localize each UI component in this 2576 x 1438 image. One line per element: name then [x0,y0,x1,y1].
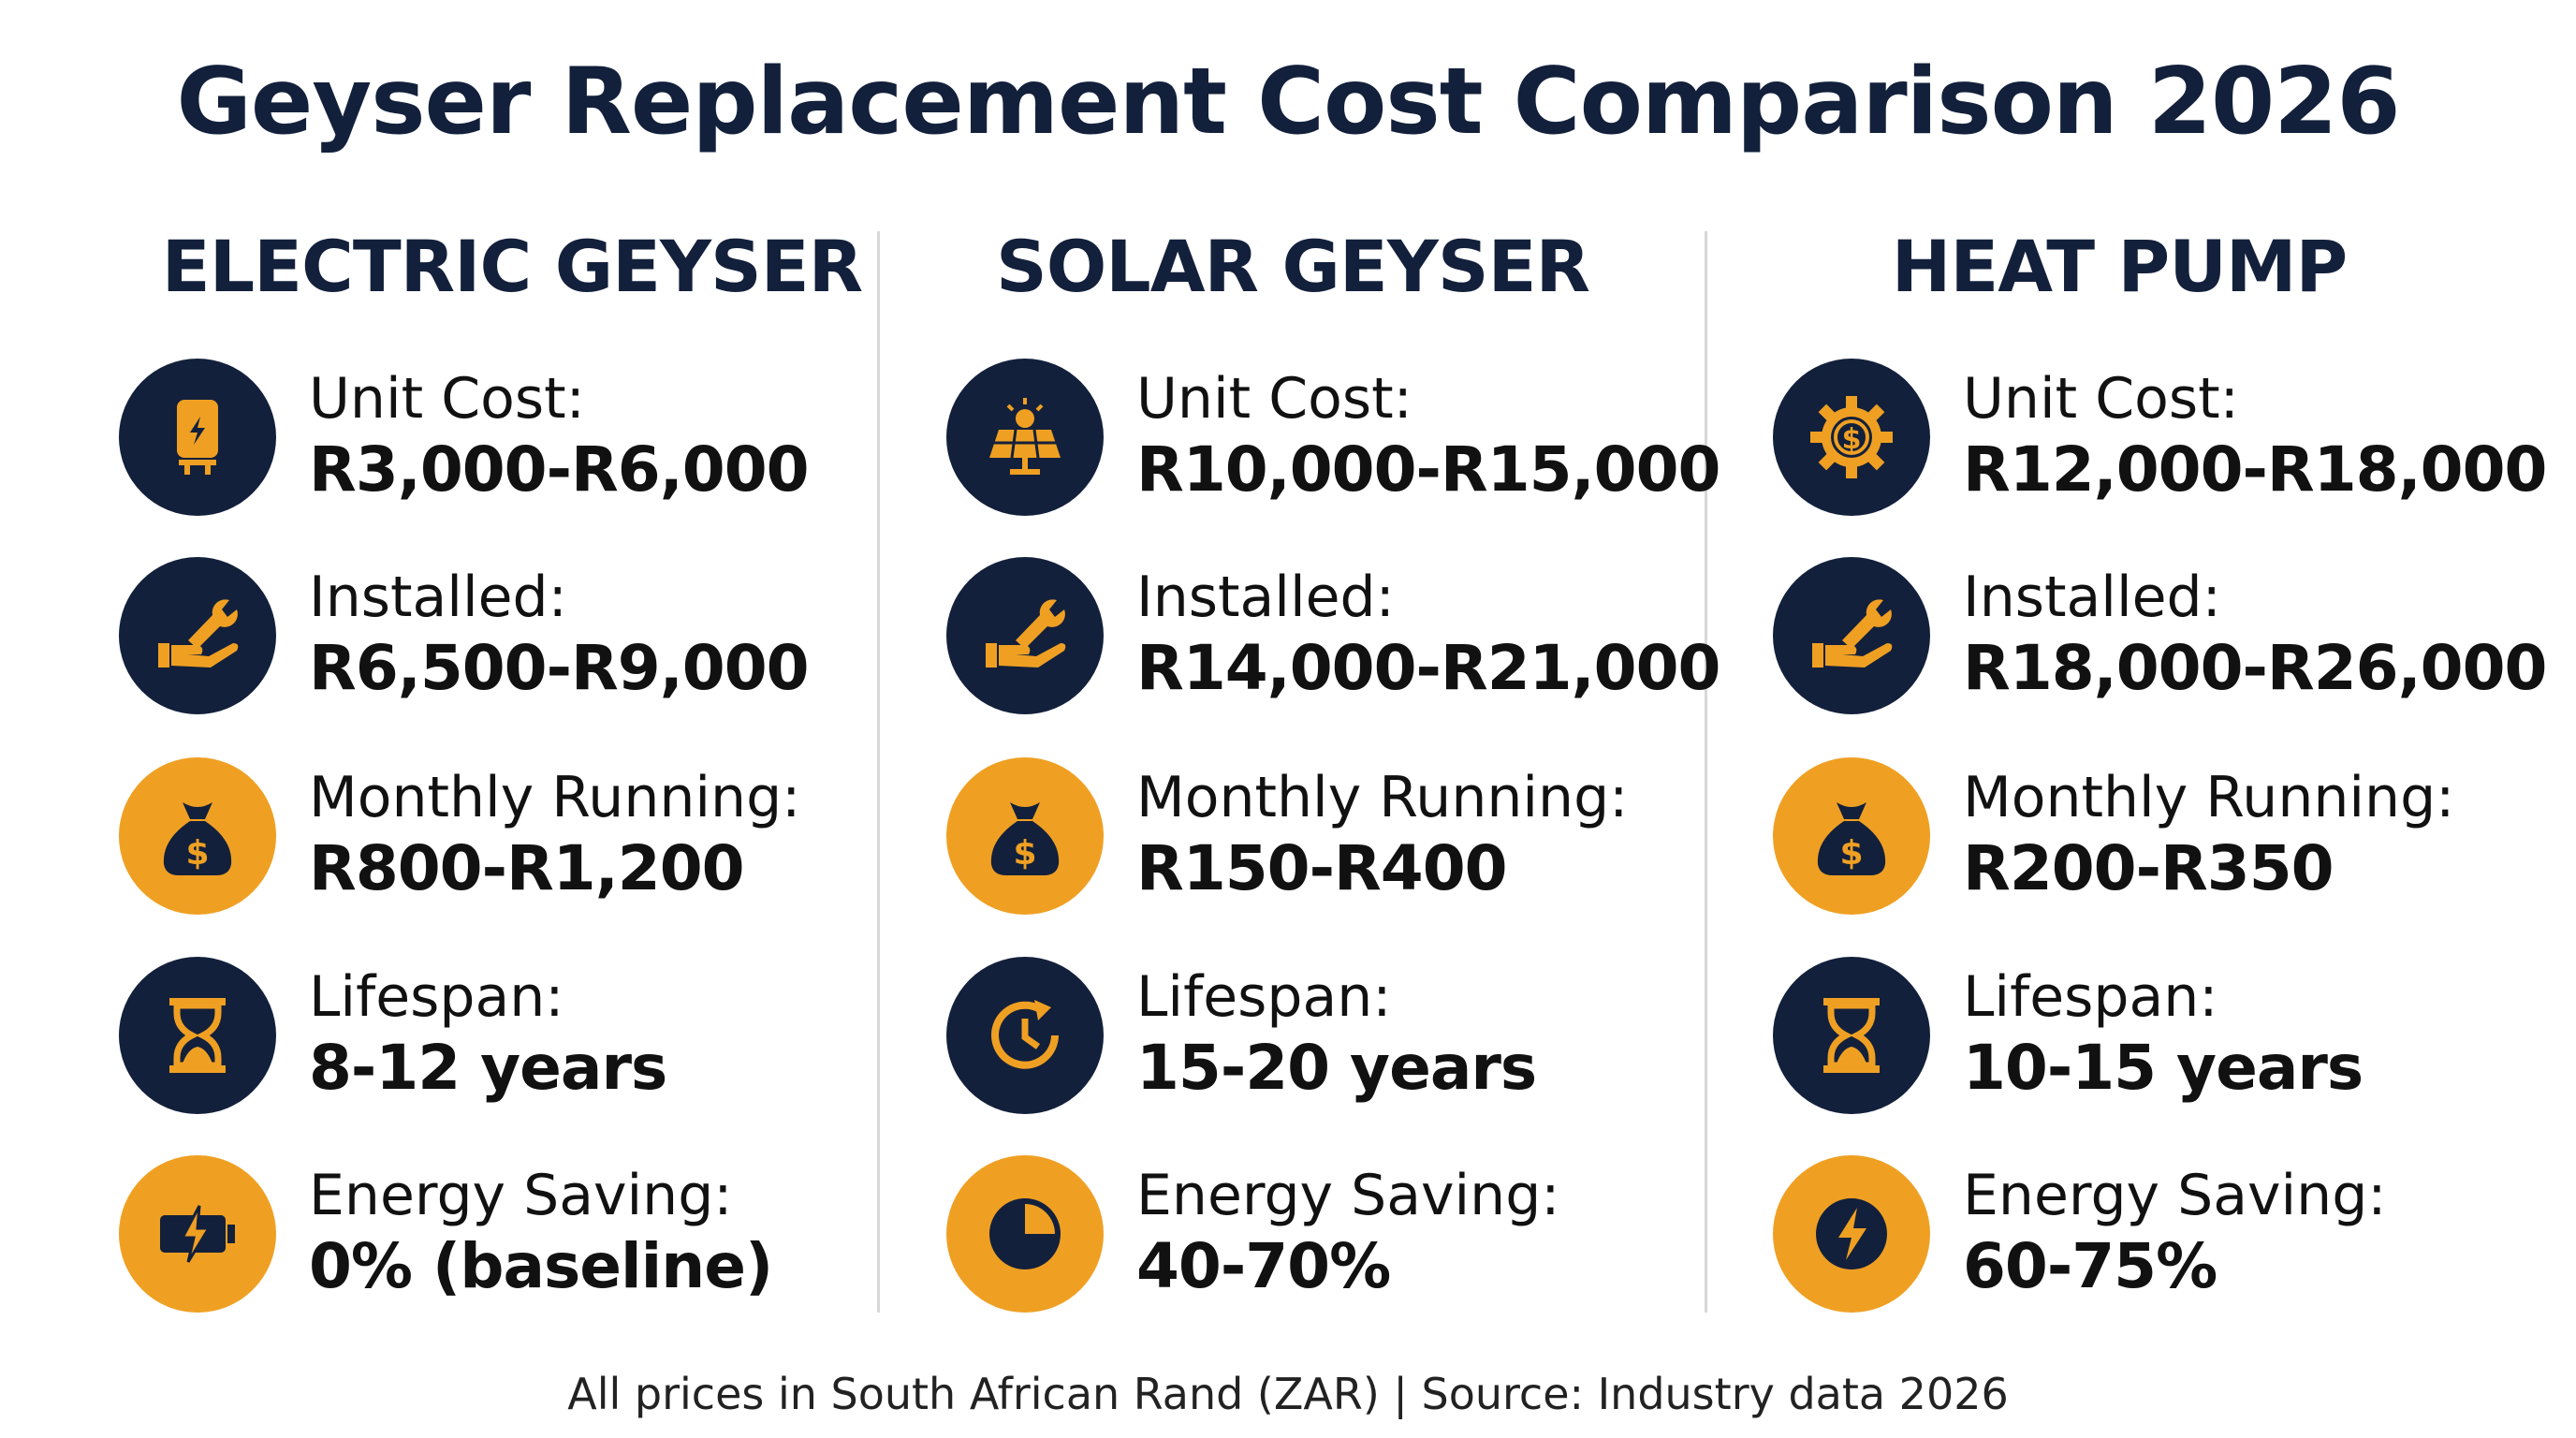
metric-label: Lifespan: [1963,964,2218,1030]
metric-row: Installed: R18,000-R26,000 [1773,557,2576,716]
pie-chart-icon [946,1155,1104,1313]
metric-value: 15-20 years [1136,1032,1537,1104]
solar-panel-icon [946,359,1104,516]
metric-row: $ Monthly Running: R150-R400 [946,757,1770,917]
metric-value: R3,000-R6,000 [309,433,810,506]
metric-label: Energy Saving: [1963,1163,2387,1228]
metric-label: Monthly Running: [1136,765,1629,830]
money-bag-icon: $ [119,757,276,915]
metric-value: 60-75% [1963,1230,2217,1302]
metric-value: R150-R400 [1136,832,1508,904]
column-heat-pump: HEAT PUMP $ Unit Cost: R12,000-R18,000 In… [1773,215,2576,1320]
metric-value: R18,000-R26,000 [1963,632,2547,704]
metric-row: $ Monthly Running: R800-R1,200 [119,757,943,917]
metric-value: R800-R1,200 [309,832,745,904]
metric-row: Energy Saving: 0% (baseline) [119,1155,943,1314]
column-divider [1705,231,1707,1313]
metric-label: Installed: [1963,565,2221,630]
gear-dollar-icon: $ [1773,359,1930,516]
metric-row: Lifespan: 8-12 years [119,957,943,1116]
metric-label: Unit Cost: [309,366,585,432]
column-heading: ELECTRIC GEYSER [161,225,863,308]
svg-text:$: $ [1839,834,1863,873]
metric-value: R6,500-R9,000 [309,632,810,704]
hourglass-icon [119,957,276,1114]
wrench-hand-icon [946,557,1104,714]
metric-row: Energy Saving: 40-70% [946,1155,1770,1314]
column-divider [877,231,880,1313]
money-bag-icon: $ [1773,757,1930,915]
metric-label: Energy Saving: [1136,1163,1560,1228]
metric-row: Installed: R14,000-R21,000 [946,557,1770,716]
metric-value: 8-12 years [309,1032,667,1104]
column-heading: SOLAR GEYSER [995,225,1590,308]
metric-value: 0% (baseline) [309,1230,773,1302]
column-heading: HEAT PUMP [1891,225,2348,308]
metric-label: Unit Cost: [1136,366,1412,432]
metric-label: Installed: [309,565,567,630]
column-electric-geyser: ELECTRIC GEYSER Unit Cost: R3,000-R6,000… [119,215,943,1320]
metric-row: $ Monthly Running: R200-R350 [1773,757,2576,917]
metric-label: Monthly Running: [1963,765,2455,830]
svg-text:$: $ [1842,423,1862,456]
money-bag-icon: $ [946,757,1104,915]
geyser-icon [119,359,276,516]
wrench-hand-icon [1773,557,1930,714]
metric-value: R200-R350 [1963,832,2334,904]
metric-value: R14,000-R21,000 [1136,632,1720,704]
footer-note: All prices in South African Rand (ZAR) |… [567,1369,2009,1419]
metric-row: Unit Cost: R3,000-R6,000 [119,359,943,518]
clock-refresh-icon [946,957,1104,1114]
wrench-hand-icon [119,557,276,714]
metric-label: Lifespan: [1136,964,1392,1030]
metric-row: Energy Saving: 60-75% [1773,1155,2576,1314]
metric-value: 40-70% [1136,1230,1391,1302]
lightning-circle-icon [1773,1155,1930,1313]
metric-label: Unit Cost: [1963,366,2239,432]
metric-row: Lifespan: 15-20 years [946,957,1770,1116]
metric-value: R12,000-R18,000 [1963,433,2547,506]
page-title: Geyser Replacement Cost Comparison 2026 [176,49,2400,155]
metric-label: Monthly Running: [309,765,801,830]
metric-label: Lifespan: [309,964,564,1030]
metric-row: Installed: R6,500-R9,000 [119,557,943,716]
metric-row: Lifespan: 10-15 years [1773,957,2576,1116]
metric-value: R10,000-R15,000 [1136,433,1720,506]
svg-text:$: $ [1013,834,1036,873]
metric-row: $ Unit Cost: R12,000-R18,000 [1773,359,2576,518]
metric-label: Energy Saving: [309,1163,733,1228]
metric-value: 10-15 years [1963,1032,2364,1104]
battery-bolt-icon [119,1155,276,1313]
metric-row: Unit Cost: R10,000-R15,000 [946,359,1770,518]
column-solar-geyser: SOLAR GEYSER Unit Cost: R10,000-R15,000 … [946,215,1770,1320]
hourglass-icon [1773,957,1930,1114]
svg-text:$: $ [185,834,209,873]
metric-label: Installed: [1136,565,1395,630]
